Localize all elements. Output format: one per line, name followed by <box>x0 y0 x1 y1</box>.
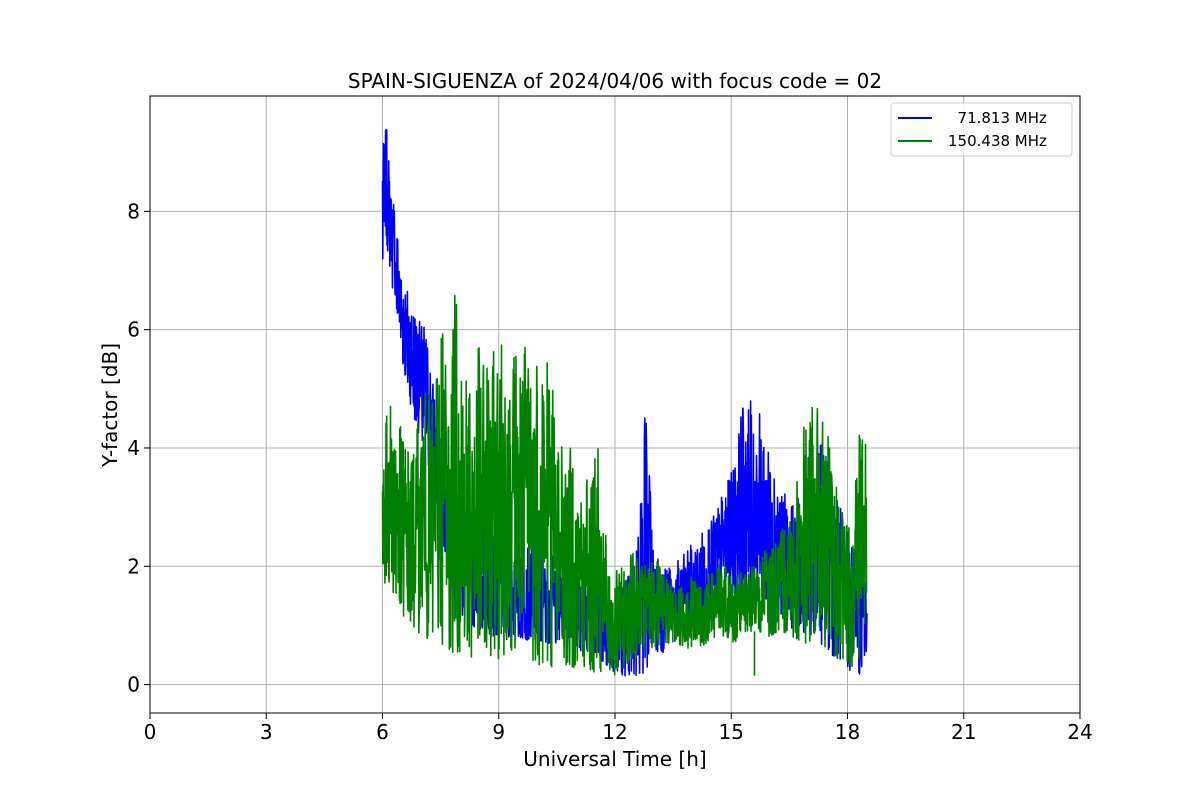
series-layer <box>381 128 868 677</box>
x-axis: 0 3 6 9 12 15 18 21 24 <box>144 713 1093 744</box>
y-axis-label: Y-factor [dB] <box>98 343 122 468</box>
y-tick-label: 2 <box>127 554 140 578</box>
series-line-1 <box>381 294 868 676</box>
y-axis: 0 2 4 6 8 <box>127 199 150 697</box>
x-tick-label: 0 <box>144 720 157 744</box>
legend-label-1: 150.438 MHz <box>948 132 1047 150</box>
x-tick-label: 3 <box>260 720 273 744</box>
x-tick-label: 9 <box>492 720 505 744</box>
y-tick-label: 0 <box>127 673 140 697</box>
x-tick-label: 18 <box>835 720 860 744</box>
x-axis-label: Universal Time [h] <box>523 747 706 771</box>
x-tick-label: 6 <box>376 720 389 744</box>
legend-box <box>890 102 1073 157</box>
y-tick-label: 6 <box>127 318 140 342</box>
x-tick-label: 21 <box>951 720 976 744</box>
x-tick-label: 24 <box>1067 720 1092 744</box>
y-tick-label: 8 <box>127 199 140 223</box>
legend: 71.813 MHz 150.438 MHz <box>890 102 1073 157</box>
x-tick-label: 12 <box>602 720 627 744</box>
legend-label-0: 71.813 MHz <box>948 109 1047 127</box>
x-tick-label: 15 <box>719 720 744 744</box>
chart-title: SPAIN-SIGUENZA of 2024/04/06 with focus … <box>348 69 882 93</box>
y-tick-label: 4 <box>127 436 140 460</box>
